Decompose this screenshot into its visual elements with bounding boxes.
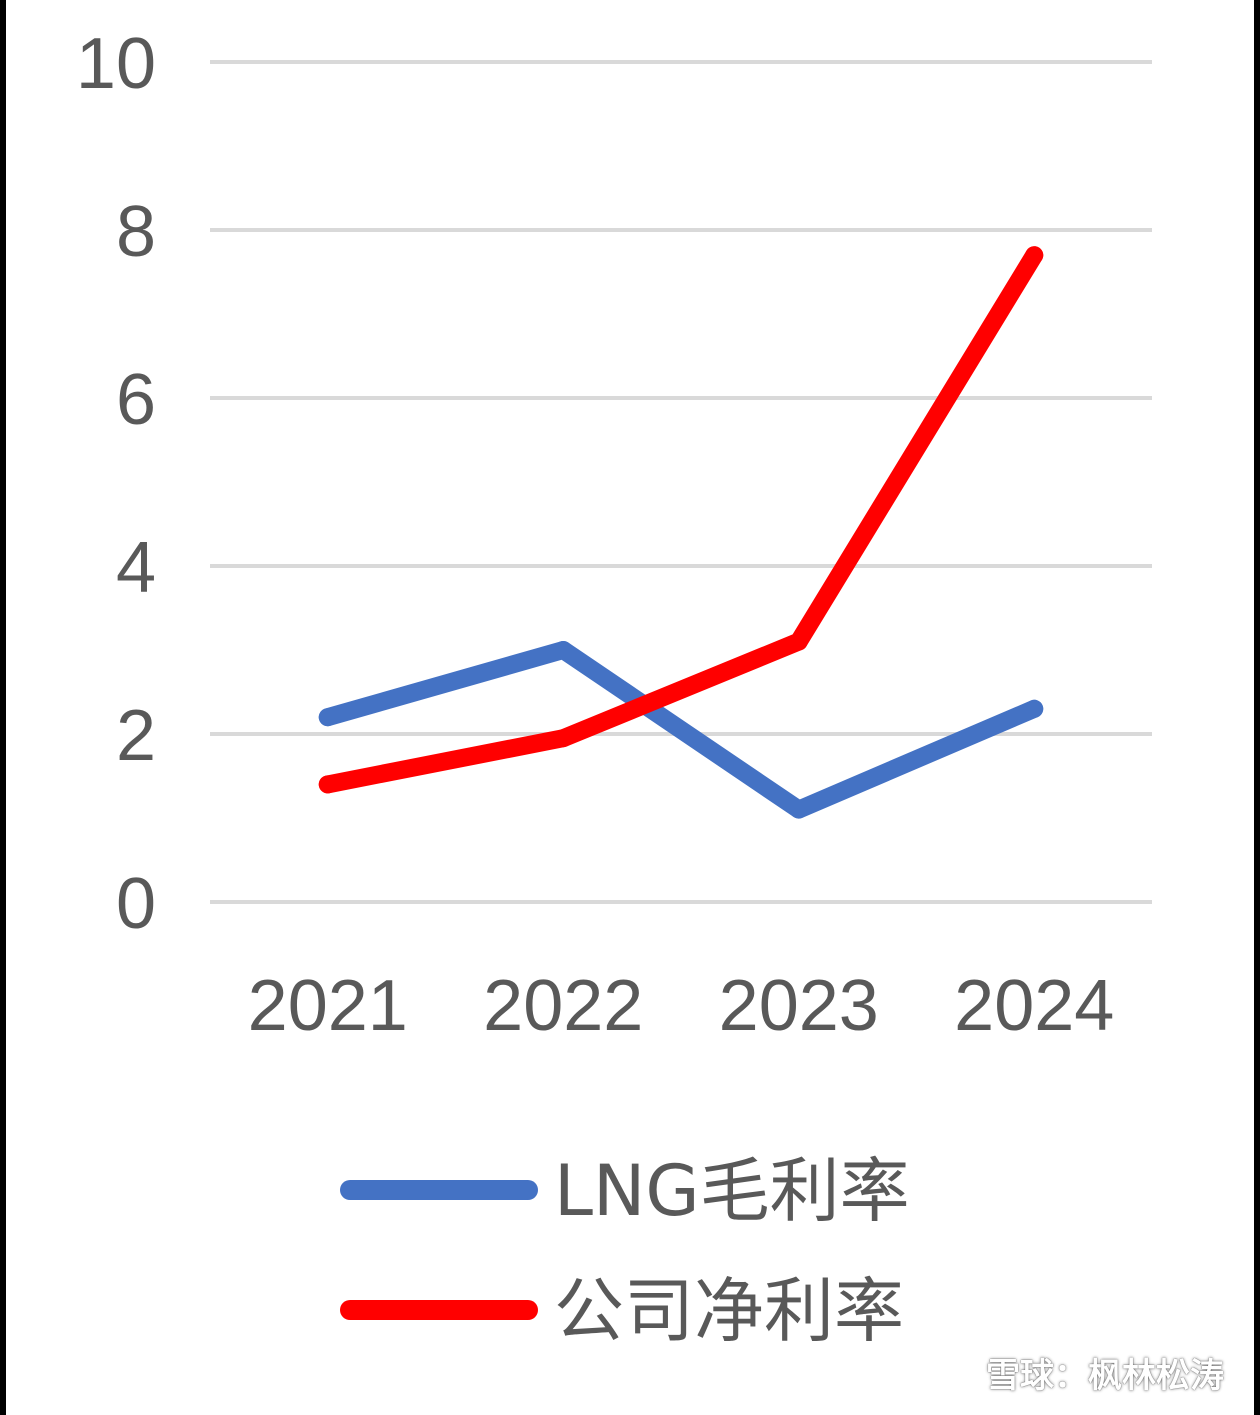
y-tick-label: 4: [116, 528, 156, 608]
x-tick-label: 2022: [483, 966, 643, 1046]
y-tick-label: 8: [116, 192, 156, 272]
y-tick-label: 10: [76, 24, 156, 104]
y-tick-label: 6: [116, 360, 156, 440]
x-tick-label: 2023: [719, 966, 879, 1046]
y-tick-label: 2: [116, 696, 156, 776]
data-point-s0-3: [1025, 699, 1044, 718]
x-tick-label: 2021: [248, 966, 408, 1046]
data-point-s0-0: [318, 708, 337, 727]
data-point-s0-1: [554, 641, 573, 659]
series-line-1: [318, 246, 1044, 794]
data-point-s1-2: [789, 632, 808, 651]
watermark-text: 雪球：枫林松涛: [986, 1356, 1224, 1396]
series-line-0: [318, 641, 1044, 819]
legend-label-0: LNG毛利率: [554, 1150, 910, 1232]
y-axis-ticks: 0 2 4 6 8 10: [76, 24, 156, 944]
data-point-s1-1: [554, 729, 573, 748]
data-point-s0-2: [789, 800, 808, 819]
y-tick-label: 0: [116, 864, 156, 944]
data-point-s1-0: [318, 775, 337, 794]
legend-label-1: 公司净利率: [554, 1270, 904, 1352]
x-axis-ticks: 2021 2022 2023 2024: [248, 966, 1115, 1046]
chart-frame: 0 2 4 6 8 10 2021 2022 2023 2024 LNG毛利率 公司净利率 雪球：…: [6, 0, 1254, 1415]
grid-lines: [210, 60, 1152, 904]
xueqiu-logo-icon: [941, 1356, 975, 1389]
watermark: 雪球：枫林松涛: [940, 1348, 1224, 1397]
series-lines: [318, 246, 1044, 819]
data-point-s1-3: [1025, 246, 1044, 265]
x-tick-label: 2024: [954, 966, 1114, 1046]
